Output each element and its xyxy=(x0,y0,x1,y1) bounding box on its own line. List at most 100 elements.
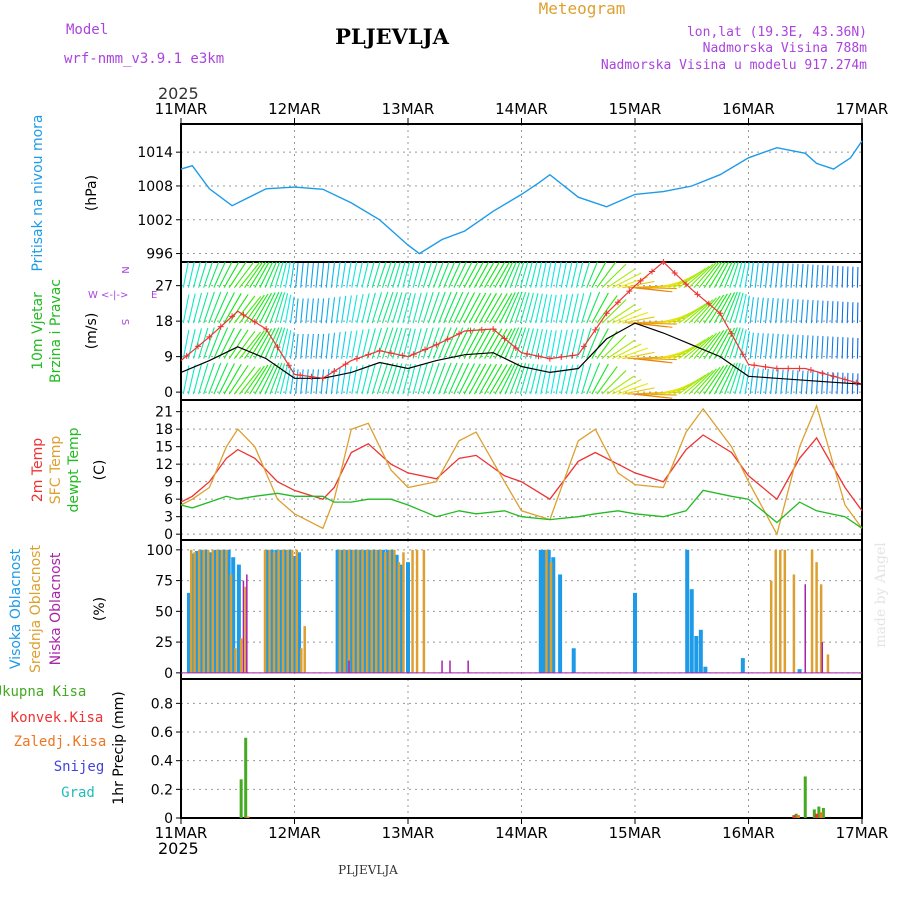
cloud-bar xyxy=(551,557,556,673)
precip-bar xyxy=(239,779,243,818)
wind-barb xyxy=(550,330,557,359)
wind-barb xyxy=(315,369,320,395)
wind-barb xyxy=(223,262,240,288)
wind-barb xyxy=(330,297,336,324)
wind-barb xyxy=(816,335,819,359)
wind-barb xyxy=(596,366,618,395)
wind-gust-marker xyxy=(342,361,349,368)
wind-barb xyxy=(846,266,849,288)
wind-barb xyxy=(560,262,568,288)
wind-barb xyxy=(443,362,458,395)
wind-gust-marker xyxy=(524,350,531,357)
wind-barb xyxy=(438,327,452,359)
cloud-bar xyxy=(203,549,208,673)
wind-barb xyxy=(703,294,725,324)
wind-barb xyxy=(310,262,314,288)
wind-barb xyxy=(274,292,286,324)
wind-barb xyxy=(780,298,784,324)
wind-barb xyxy=(826,265,829,288)
wind-barb xyxy=(800,264,804,288)
wind-barb xyxy=(422,363,434,395)
ytick-label: 27 xyxy=(155,279,173,295)
wind-barb xyxy=(213,262,226,288)
wind-gust-marker xyxy=(478,326,485,333)
wind-barb xyxy=(320,369,325,395)
cloud-bar xyxy=(546,549,551,673)
wind-barb xyxy=(325,333,330,359)
wind-barb xyxy=(484,328,503,359)
wind-barb xyxy=(427,362,440,395)
wind-barb xyxy=(846,301,849,324)
cloud-bar xyxy=(792,574,796,673)
wind-gust-marker xyxy=(217,323,224,330)
wind-gust-marker xyxy=(353,355,360,362)
cloud-bar xyxy=(367,549,372,673)
wind-barb xyxy=(198,262,207,288)
wind-series xyxy=(180,259,863,386)
wind-barb xyxy=(790,299,794,324)
cloud-bar xyxy=(303,626,306,673)
wind-barb xyxy=(315,333,320,359)
ytick-label: 0 xyxy=(164,385,173,401)
wind-barb xyxy=(576,364,585,395)
wind-barb xyxy=(591,363,609,395)
wind-barb xyxy=(836,301,839,324)
footer-station: PLJEVLJA xyxy=(338,863,398,877)
wind-barb xyxy=(187,262,195,288)
wind-barbs xyxy=(182,262,859,399)
wind-barb xyxy=(826,336,829,359)
wind-barb xyxy=(427,262,438,288)
wind-barb xyxy=(841,266,844,288)
wind-barb xyxy=(826,371,829,395)
wind-barb xyxy=(376,327,389,359)
wind-barb xyxy=(622,387,655,395)
wind-barb xyxy=(545,365,553,395)
wind-barb xyxy=(739,262,746,288)
wind-gust-marker xyxy=(694,291,701,298)
wind-barb xyxy=(790,370,794,395)
dir-key-s: S xyxy=(119,319,130,325)
wind-barb xyxy=(775,369,779,395)
wind-barb xyxy=(514,327,527,359)
wind-barb xyxy=(397,328,407,359)
wind-barb xyxy=(846,337,849,359)
cloud-bar xyxy=(281,549,285,673)
wind-gust-marker xyxy=(637,277,644,284)
lonlat-label: lon,lat (19.3E, 43.36N) xyxy=(687,25,867,40)
wind-barb xyxy=(509,262,521,288)
wind-gust-marker xyxy=(580,343,587,350)
xtick-label-bottom: 17MAR xyxy=(836,824,889,842)
temp-ylabel-sfc: SFC Temp xyxy=(48,436,64,505)
wind-barb xyxy=(269,262,281,288)
wind-barb xyxy=(438,262,450,288)
wind-barb xyxy=(402,292,412,324)
wind-barb xyxy=(499,363,516,395)
wind-barb xyxy=(289,262,295,288)
wind-barb xyxy=(438,362,452,395)
wind-barb xyxy=(330,332,336,359)
wind-barb xyxy=(479,292,497,324)
cloud-bar xyxy=(394,554,399,673)
ytick-label: 1002 xyxy=(137,213,173,229)
wind-gust-marker xyxy=(535,353,542,360)
wind-barb xyxy=(218,292,235,324)
cloud-bar xyxy=(246,574,248,673)
wind-barb xyxy=(606,268,635,289)
wind-barb xyxy=(693,368,717,395)
cloud-bar xyxy=(783,549,787,673)
wind-barb xyxy=(504,262,517,288)
pressure-unit: (hPa) xyxy=(84,175,100,211)
wind-barb xyxy=(775,333,779,359)
wind-barb xyxy=(346,262,352,288)
wind-barb xyxy=(458,292,475,324)
wind-barb xyxy=(754,332,759,359)
wind-barb xyxy=(739,293,747,324)
wind-barb xyxy=(489,293,508,324)
wind-barb xyxy=(724,262,736,288)
wind-barb xyxy=(254,292,273,324)
wind-barb xyxy=(494,363,513,395)
wind-barb xyxy=(540,262,547,288)
wind-barb xyxy=(341,262,347,288)
wind-barb xyxy=(724,327,738,359)
